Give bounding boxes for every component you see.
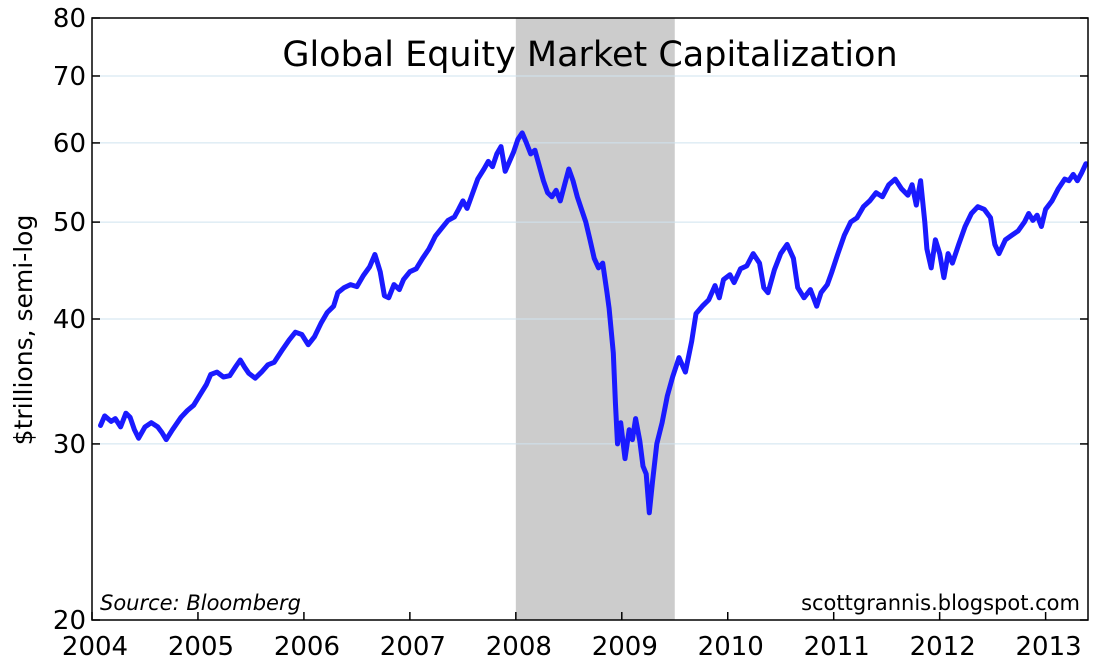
x-tick-label: 2006 [274, 632, 340, 662]
y-tick-label: 40 [53, 305, 86, 335]
y-tick-label: 80 [53, 4, 86, 34]
x-tick-label: 2004 [62, 632, 128, 662]
y-tick-label: 50 [53, 208, 86, 238]
x-tick-label: 2007 [380, 632, 446, 662]
y-axis-label: $trillions, semi-log [9, 215, 38, 446]
y-tick-label: 20 [53, 606, 86, 636]
y-axis-ticks: 20 30 40 50 60 70 80 [53, 4, 1088, 636]
x-tick-label: 2008 [486, 632, 552, 662]
series-line [98, 130, 1089, 516]
credit-note: scottgrannis.blogspot.com [801, 591, 1080, 615]
source-note: Source: Bloomberg [100, 591, 301, 615]
x-tick-label: 2010 [698, 632, 764, 662]
x-tick-label: 2009 [592, 632, 658, 662]
grid-layer [92, 75, 1088, 445]
chart-title: Global Equity Market Capitalization [282, 35, 897, 75]
x-axis-ticks: 2004 2005 2006 2007 2008 2009 2010 2011 2012 2013 [62, 612, 1082, 662]
x-tick-label: 2011 [804, 632, 870, 662]
x-tick-label: 2012 [910, 632, 976, 662]
x-tick-label: 2013 [1016, 632, 1082, 662]
y-tick-label: 30 [53, 430, 86, 460]
series-layer [98, 130, 1089, 516]
x-tick-label: 2005 [168, 632, 234, 662]
y-tick-label: 60 [53, 129, 86, 159]
y-tick-label: 70 [53, 62, 86, 92]
